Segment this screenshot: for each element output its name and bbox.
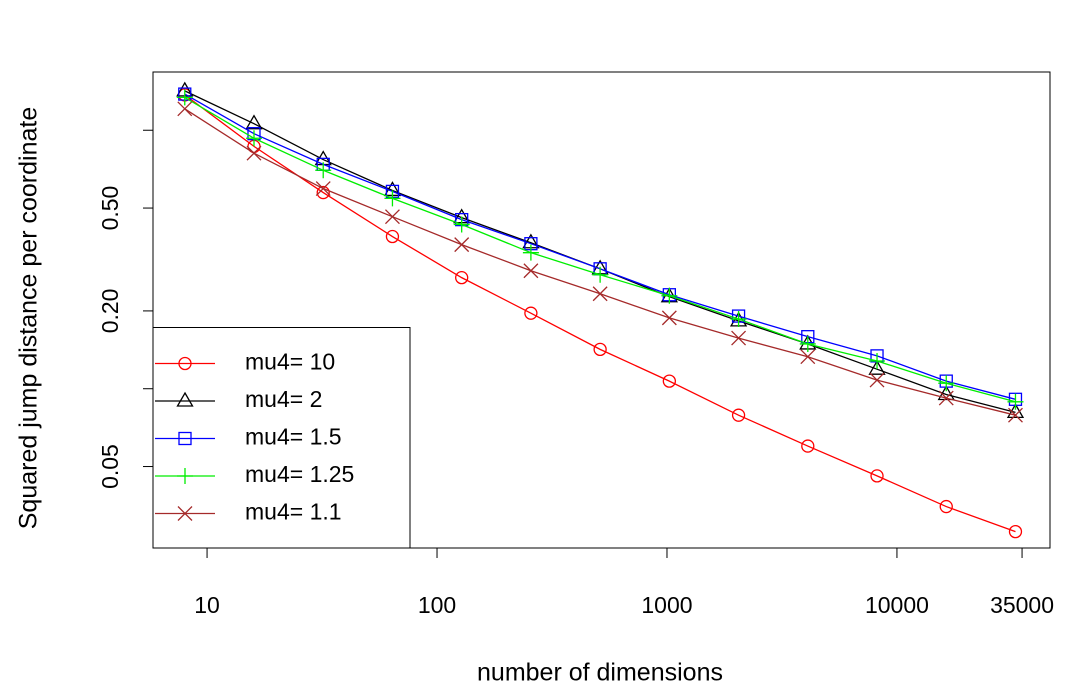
point-marker	[662, 374, 676, 388]
point-marker	[316, 185, 330, 200]
point-marker	[938, 390, 954, 406]
point-marker	[385, 229, 400, 244]
point-marker	[592, 286, 608, 302]
point-marker	[245, 114, 263, 130]
point-marker	[869, 353, 886, 370]
legend-label: mu4= 1.1	[245, 499, 342, 525]
point-marker	[1008, 407, 1023, 423]
legend-box	[152, 327, 411, 549]
x-tick-label: 10000	[865, 592, 929, 618]
legend-marker	[177, 506, 193, 521]
point-marker	[245, 130, 262, 147]
point-marker	[384, 209, 400, 225]
series-line	[184, 94, 1016, 533]
legend-label: mu4= 10	[245, 349, 335, 375]
x-axis-label: number of dimensions	[477, 659, 723, 687]
y-tick-label: 0.50	[97, 186, 123, 231]
point-marker	[1008, 524, 1023, 539]
legend-marker	[176, 391, 194, 407]
legend-label: mu4= 2	[245, 386, 322, 412]
legend: mu4= 10 mu4= 2 mu4= 1.5 mu4= 1.25 mu4= 1.1	[152, 327, 411, 549]
point-marker	[939, 499, 953, 514]
point-marker	[731, 408, 746, 422]
x-tick-label: 35000	[990, 592, 1054, 618]
point-marker	[384, 190, 401, 207]
point-marker	[801, 439, 815, 453]
x-tick-label: 10	[194, 592, 220, 618]
point-marker	[246, 145, 262, 161]
point-marker	[937, 385, 955, 401]
point-marker	[454, 237, 470, 253]
point-marker	[177, 101, 193, 117]
point-marker	[522, 244, 539, 261]
point-marker	[661, 310, 677, 326]
point-marker	[730, 311, 747, 328]
point-marker	[593, 342, 607, 357]
legend-marker	[178, 431, 192, 446]
point-marker	[868, 359, 886, 375]
point-marker	[938, 375, 955, 392]
y-axis-label: Squared jump distance per coordinate	[15, 107, 43, 530]
point-marker	[453, 216, 470, 233]
legend-marker	[178, 356, 192, 371]
point-marker	[869, 372, 885, 388]
point-marker	[315, 162, 332, 179]
point-marker	[455, 270, 469, 285]
legend-label: mu4= 1.5	[245, 424, 342, 450]
point-marker	[592, 266, 609, 283]
point-marker	[870, 469, 884, 483]
point-marker	[523, 263, 539, 279]
x-tick-label: 1000	[641, 592, 692, 618]
point-marker	[799, 335, 816, 352]
point-marker	[176, 89, 193, 106]
legend-marker	[177, 468, 193, 484]
x-tick-label: 100	[418, 592, 456, 618]
point-marker	[731, 330, 747, 346]
point-marker	[661, 287, 678, 304]
point-marker	[524, 306, 538, 320]
y-tick-label: 0.20	[97, 289, 123, 334]
y-tick-label: 0.05	[97, 444, 123, 489]
point-marker	[1007, 393, 1024, 410]
legend-label: mu4= 1.25	[245, 461, 354, 487]
point-marker	[800, 349, 816, 365]
point-marker	[315, 181, 331, 196]
